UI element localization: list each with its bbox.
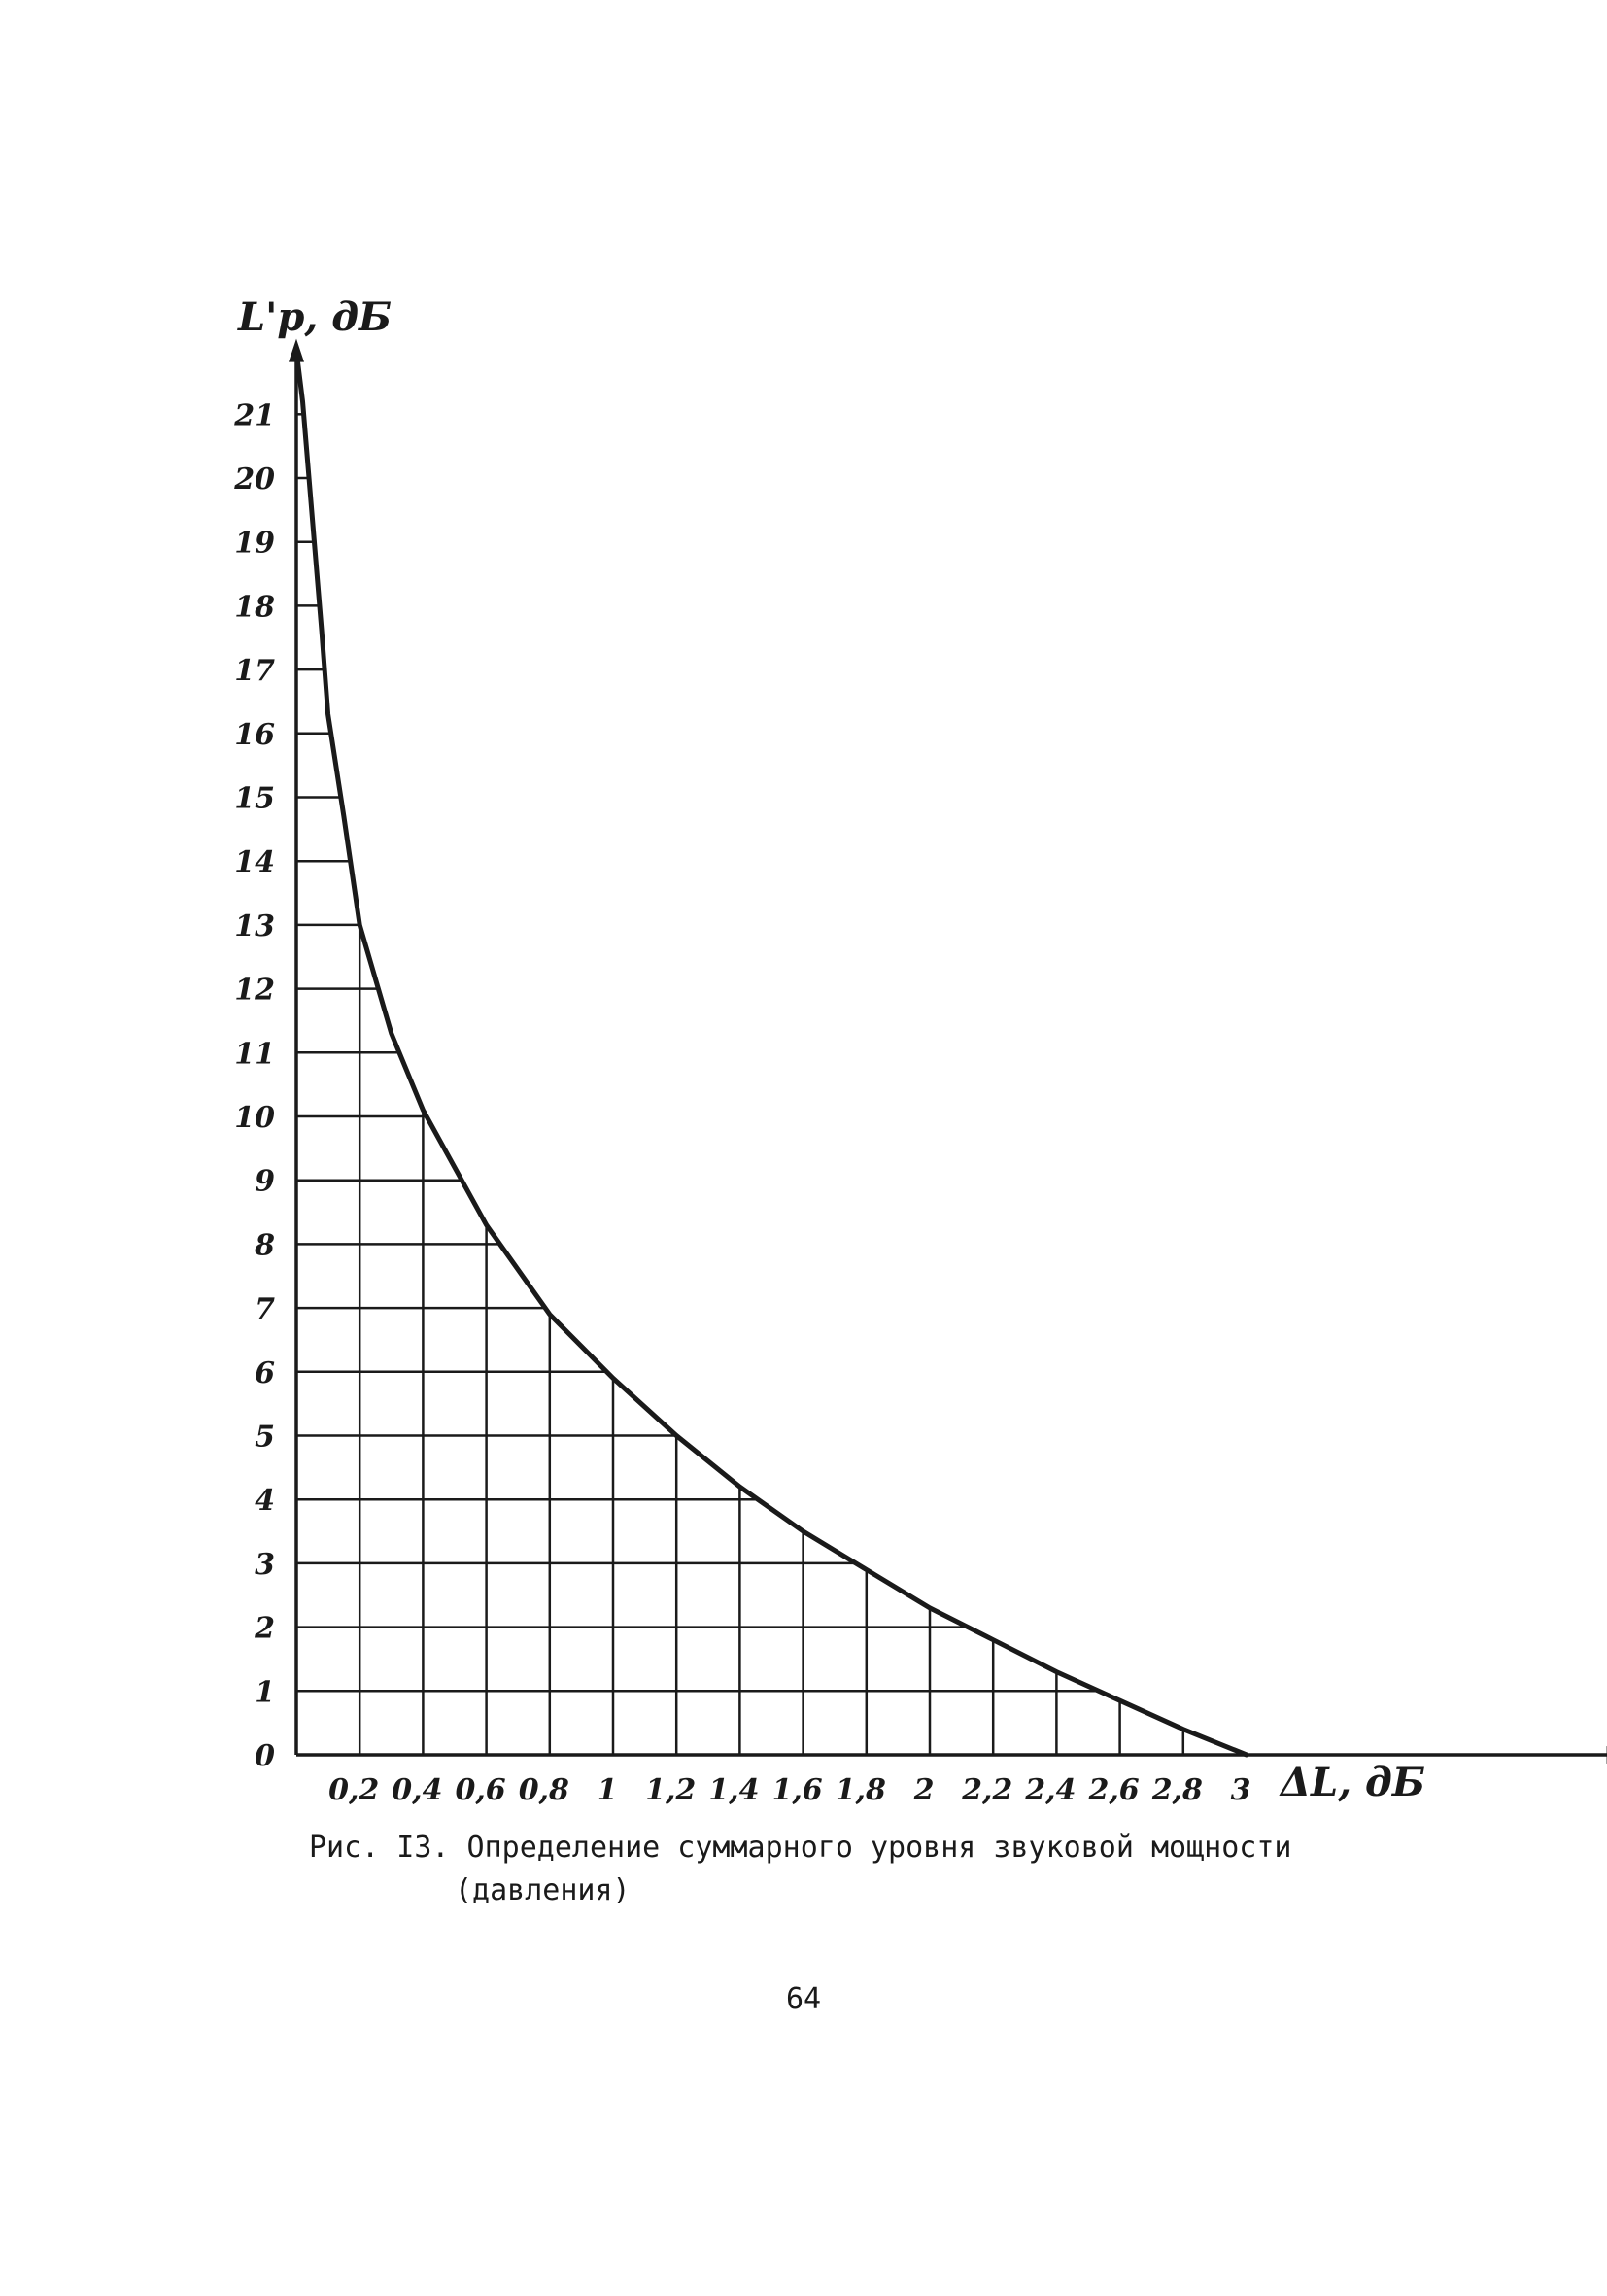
y-tick-label: 5 <box>255 1421 275 1455</box>
x-tick-label: 1,6 <box>771 1773 822 1807</box>
x-tick-label: 2,6 <box>1087 1773 1139 1807</box>
y-tick-label: 15 <box>234 782 275 816</box>
x-tick-label: 2 <box>913 1773 935 1807</box>
x-tick-label: 0,6 <box>455 1773 505 1807</box>
y-tick-label: 12 <box>234 974 275 1008</box>
y-tick-label: 3 <box>255 1548 275 1582</box>
x-tick-label: 2,4 <box>1024 1773 1076 1807</box>
y-tick-label: 7 <box>255 1292 275 1326</box>
caption-line-1: Рис. I3. Определение суммарного уровня з… <box>309 1831 1292 1865</box>
y-tick-label: 21 <box>233 398 275 432</box>
y-tick-label: 1 <box>255 1675 275 1709</box>
series-line <box>293 348 1249 1758</box>
x-tick-label: 0,4 <box>392 1773 442 1807</box>
x-tick-label: 1 <box>598 1773 618 1807</box>
y-tick-label: 0 <box>255 1739 275 1773</box>
y-tick-label: 2 <box>254 1612 275 1646</box>
caption-line-2: (давления) <box>455 1873 631 1907</box>
x-tick-label: 3 <box>1231 1773 1251 1807</box>
y-tick-label: 8 <box>254 1228 275 1262</box>
curve-layer <box>293 348 1249 1758</box>
y-axis-label: L'p, дБ <box>237 294 392 340</box>
grid <box>296 413 1185 1755</box>
x-tick-label: 1,8 <box>836 1773 886 1807</box>
y-tick-label: 14 <box>234 845 275 879</box>
x-tick-label: 2,2 <box>961 1773 1012 1807</box>
x-tick-label: 1,2 <box>645 1773 696 1807</box>
page-number: 64 <box>785 1982 822 2016</box>
x-tick-label: 2,8 <box>1151 1773 1203 1807</box>
y-tick-label: 4 <box>255 1484 275 1518</box>
y-tick-label: 18 <box>234 590 275 624</box>
y-tick-label: 13 <box>234 909 275 943</box>
x-tick-label: 0,2 <box>328 1773 379 1807</box>
y-tick-label: 10 <box>234 1101 275 1135</box>
y-tick-label: 16 <box>234 718 275 752</box>
y-tick-label: 19 <box>234 527 275 561</box>
x-axis-label: ΔL, дБ <box>1279 1760 1425 1805</box>
x-tick-label: 1,4 <box>708 1773 759 1807</box>
y-tick-label: 20 <box>233 463 275 497</box>
y-tick-label: 9 <box>255 1165 275 1199</box>
y-tick-label: 17 <box>234 654 275 688</box>
x-tick-labels: 0,2 0,4 0,6 0,8 1 1,2 1,4 1,6 1,8 2 2,2 2,4 2,6 2,8 3 <box>328 1773 1250 1807</box>
y-tick-label: 6 <box>255 1356 275 1390</box>
y-tick-label: 11 <box>234 1037 275 1071</box>
x-tick-label: 0,8 <box>519 1773 569 1807</box>
figure-caption: Рис. I3. Определение суммарного уровня з… <box>309 1827 1378 1912</box>
